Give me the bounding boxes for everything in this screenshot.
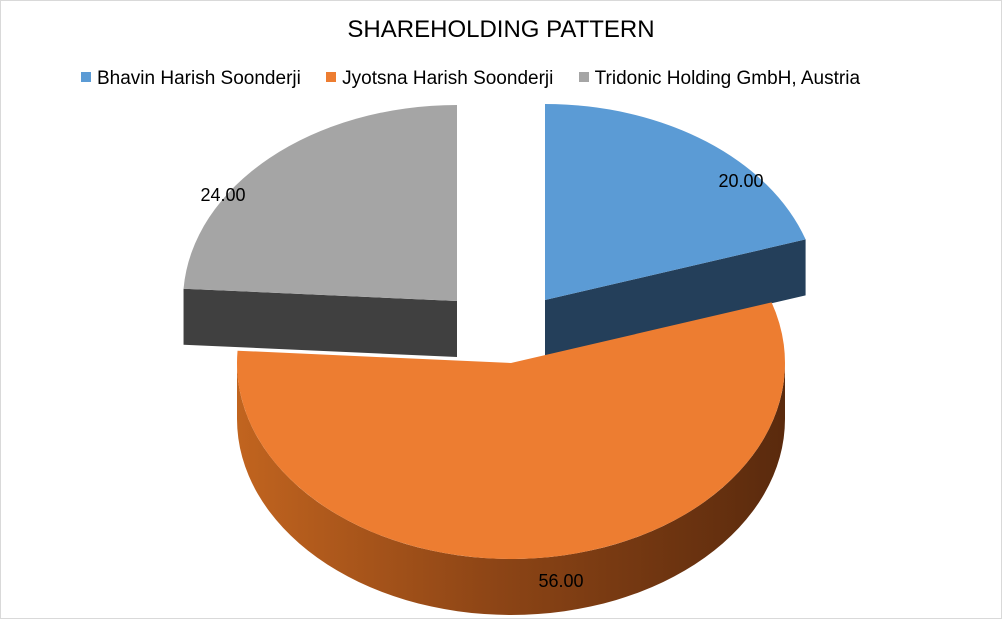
data-label-bhavin: 20.00 xyxy=(718,171,763,191)
legend-label-jyotsna: Jyotsna Harish Soonderji xyxy=(342,68,554,89)
legend-swatch-tridonic xyxy=(578,72,589,82)
legend-swatch-jyotsna xyxy=(326,72,337,82)
legend-swatch-bhavin xyxy=(81,72,91,82)
legend-item-jyotsna: Jyotsna Harish Soonderji xyxy=(326,68,553,90)
chart-title: SHAREHOLDING PATTERN xyxy=(347,16,655,43)
data-label-jyotsna: 56.00 xyxy=(538,571,583,591)
legend-item-tridonic: Tridonic Holding GmbH, Austria xyxy=(578,68,861,90)
slice-wall-end-bhavin xyxy=(545,239,806,356)
slice-top-tridonic xyxy=(183,105,458,301)
legend-label-bhavin: Bhavin Harish Soonderji xyxy=(97,68,301,89)
data-label-tridonic: 24.00 xyxy=(200,185,245,205)
slice-top-bhavin xyxy=(545,104,806,300)
slice-top-jyotsna xyxy=(236,302,785,559)
slice-wall-start-tridonic xyxy=(183,288,458,357)
legend-item-bhavin: Bhavin Harish Soonderji xyxy=(81,68,301,90)
slice-side-jyotsna xyxy=(237,363,785,615)
legend: Bhavin Harish Soonderji Jyotsna Harish S… xyxy=(81,68,880,90)
legend-label-tridonic: Tridonic Holding GmbH, Austria xyxy=(594,68,861,89)
